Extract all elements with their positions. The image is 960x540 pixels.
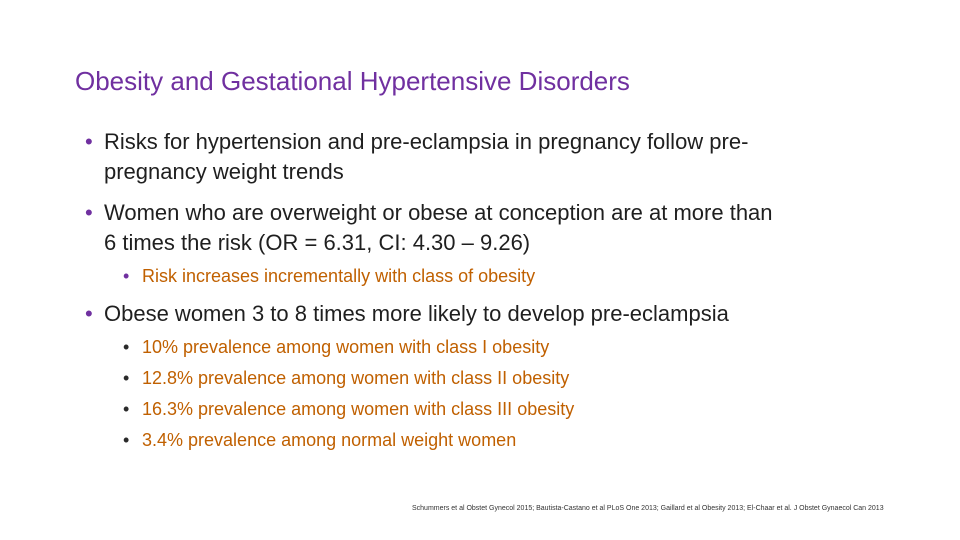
bullet-dot: • [85,129,93,154]
citation-footer: Schummers et al Obstet Gynecol 2015; Bau… [412,505,884,512]
sub-bullet-dot: • [123,368,130,388]
bullet-1-line-1: Risks for hypertension and pre-eclampsia… [104,129,749,154]
bullet-2-sub-1-text: Risk increases incrementally with class … [142,266,536,286]
bullet-dot: • [85,301,93,326]
sub-bullet-dot: • [123,337,130,357]
bullet-3-sub-1-text: 10% prevalence among women with class I … [142,337,550,357]
bullet-dot: • [85,200,93,225]
bullet-1-line-2: pregnancy weight trends [104,159,344,184]
sub-bullet-dot: • [123,266,130,286]
bullet-3-sub-4-text: 3.4% prevalence among normal weight wome… [142,430,517,450]
bullet-2-line-2: 6 times the risk (OR = 6.31, CI: 4.30 – … [104,230,531,255]
sub-bullet-dot: • [123,399,130,419]
bullet-3-sub-2-text: 12.8% prevalence among women with class … [142,368,570,388]
bullet-3-sub-3-text: 16.3% prevalence among women with class … [142,399,575,419]
bullet-2-line-1: Women who are overweight or obese at con… [104,200,773,225]
sub-bullet-dot: • [123,430,130,450]
slide-title: Obesity and Gestational Hypertensive Dis… [75,66,630,96]
bullet-3-line-1: Obese women 3 to 8 times more likely to … [104,301,729,326]
